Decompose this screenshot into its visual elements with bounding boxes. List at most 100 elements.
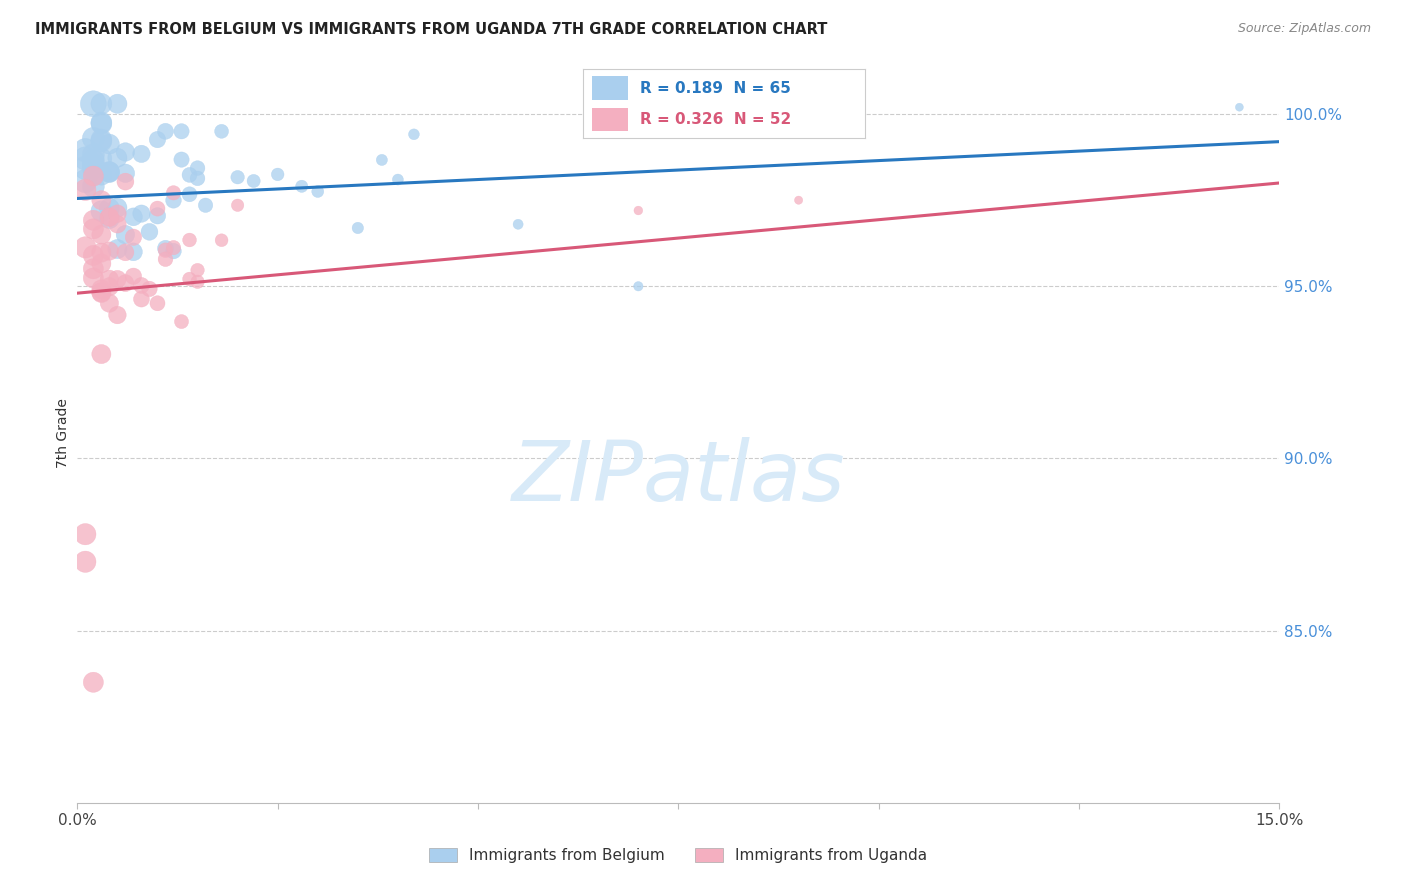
Point (146, 296, 169, 310)
Legend: Immigrants from Belgium, Immigrants from Uganda: Immigrants from Belgium, Immigrants from… (423, 841, 934, 869)
Point (170, 124, 193, 138)
Point (131, 206, 153, 220)
Point (162, 194, 184, 208)
Text: R = 0.189  N = 65: R = 0.189 N = 65 (640, 80, 790, 95)
Point (107, 272, 129, 286)
Point (98, 272, 121, 286)
Point (122, 210, 145, 224)
Point (131, 278, 153, 293)
Point (75, 152, 97, 166)
Point (122, 244, 145, 259)
Point (98, 211, 121, 226)
Point (186, 263, 209, 277)
Point (114, 175, 136, 189)
Point (179, 168, 201, 182)
Point (90, 96, 112, 111)
Point (75, 527, 97, 541)
FancyBboxPatch shape (592, 108, 628, 131)
Point (75, 555, 97, 569)
Point (138, 282, 160, 296)
Point (291, 179, 314, 194)
Point (82, 179, 104, 194)
Point (131, 292, 153, 306)
Point (114, 245, 136, 260)
Point (98, 279, 121, 293)
Point (90, 152, 112, 166)
Text: R = 0.326  N = 52: R = 0.326 N = 52 (640, 112, 792, 127)
Y-axis label: 7th Grade: 7th Grade (56, 398, 70, 467)
Point (90, 256, 112, 270)
Point (82, 96, 104, 111)
Point (627, 203, 650, 218)
Point (122, 230, 145, 244)
Point (82, 153, 104, 168)
Point (170, 153, 193, 167)
Point (98, 210, 121, 224)
Text: ZIPatlas: ZIPatlas (512, 436, 845, 517)
Point (226, 198, 249, 212)
Point (82, 169, 104, 183)
Point (146, 209, 169, 223)
Text: IMMIGRANTS FROM BELGIUM VS IMMIGRANTS FROM UGANDA 7TH GRADE CORRELATION CHART: IMMIGRANTS FROM BELGIUM VS IMMIGRANTS FR… (35, 22, 828, 37)
Point (170, 315, 193, 329)
Point (82, 222, 104, 236)
Point (138, 225, 160, 239)
Point (75, 161, 97, 175)
Point (162, 241, 184, 255)
Point (90, 285, 112, 300)
Point (131, 147, 153, 161)
Point (122, 269, 145, 284)
Point (75, 240, 97, 254)
Point (90, 204, 112, 219)
Point (186, 275, 209, 289)
Point (98, 201, 121, 215)
Point (107, 242, 129, 256)
Point (146, 132, 169, 146)
Point (508, 217, 530, 231)
Point (107, 96, 129, 111)
Point (90, 134, 112, 148)
Text: Source: ZipAtlas.com: Source: ZipAtlas.com (1237, 22, 1371, 36)
Point (90, 117, 112, 131)
Point (98, 165, 121, 179)
Point (1229, 100, 1251, 114)
Point (179, 187, 201, 202)
Point (211, 124, 233, 138)
Point (98, 137, 121, 152)
Point (90, 132, 112, 146)
Point (211, 233, 233, 247)
Point (90, 193, 112, 207)
Point (347, 221, 370, 235)
Point (114, 166, 136, 180)
Point (75, 183, 97, 197)
Point (82, 675, 104, 690)
Point (82, 158, 104, 172)
Point (179, 272, 201, 286)
Point (82, 248, 104, 262)
Point (107, 308, 129, 322)
Point (371, 153, 394, 167)
Point (186, 171, 209, 186)
Point (114, 227, 136, 242)
Point (107, 207, 129, 221)
Point (162, 244, 184, 258)
Point (90, 227, 112, 242)
Point (402, 128, 425, 142)
Point (82, 161, 104, 175)
Point (82, 131, 104, 145)
Point (98, 165, 121, 179)
Point (307, 185, 329, 199)
Point (75, 143, 97, 157)
Point (162, 186, 184, 200)
Point (90, 245, 112, 260)
Point (194, 198, 217, 212)
Point (179, 233, 201, 247)
Point (98, 296, 121, 310)
Point (107, 201, 129, 215)
Point (242, 174, 264, 188)
Point (82, 271, 104, 285)
Point (114, 145, 136, 159)
Point (226, 170, 249, 185)
Point (98, 164, 121, 178)
Point (146, 202, 169, 216)
